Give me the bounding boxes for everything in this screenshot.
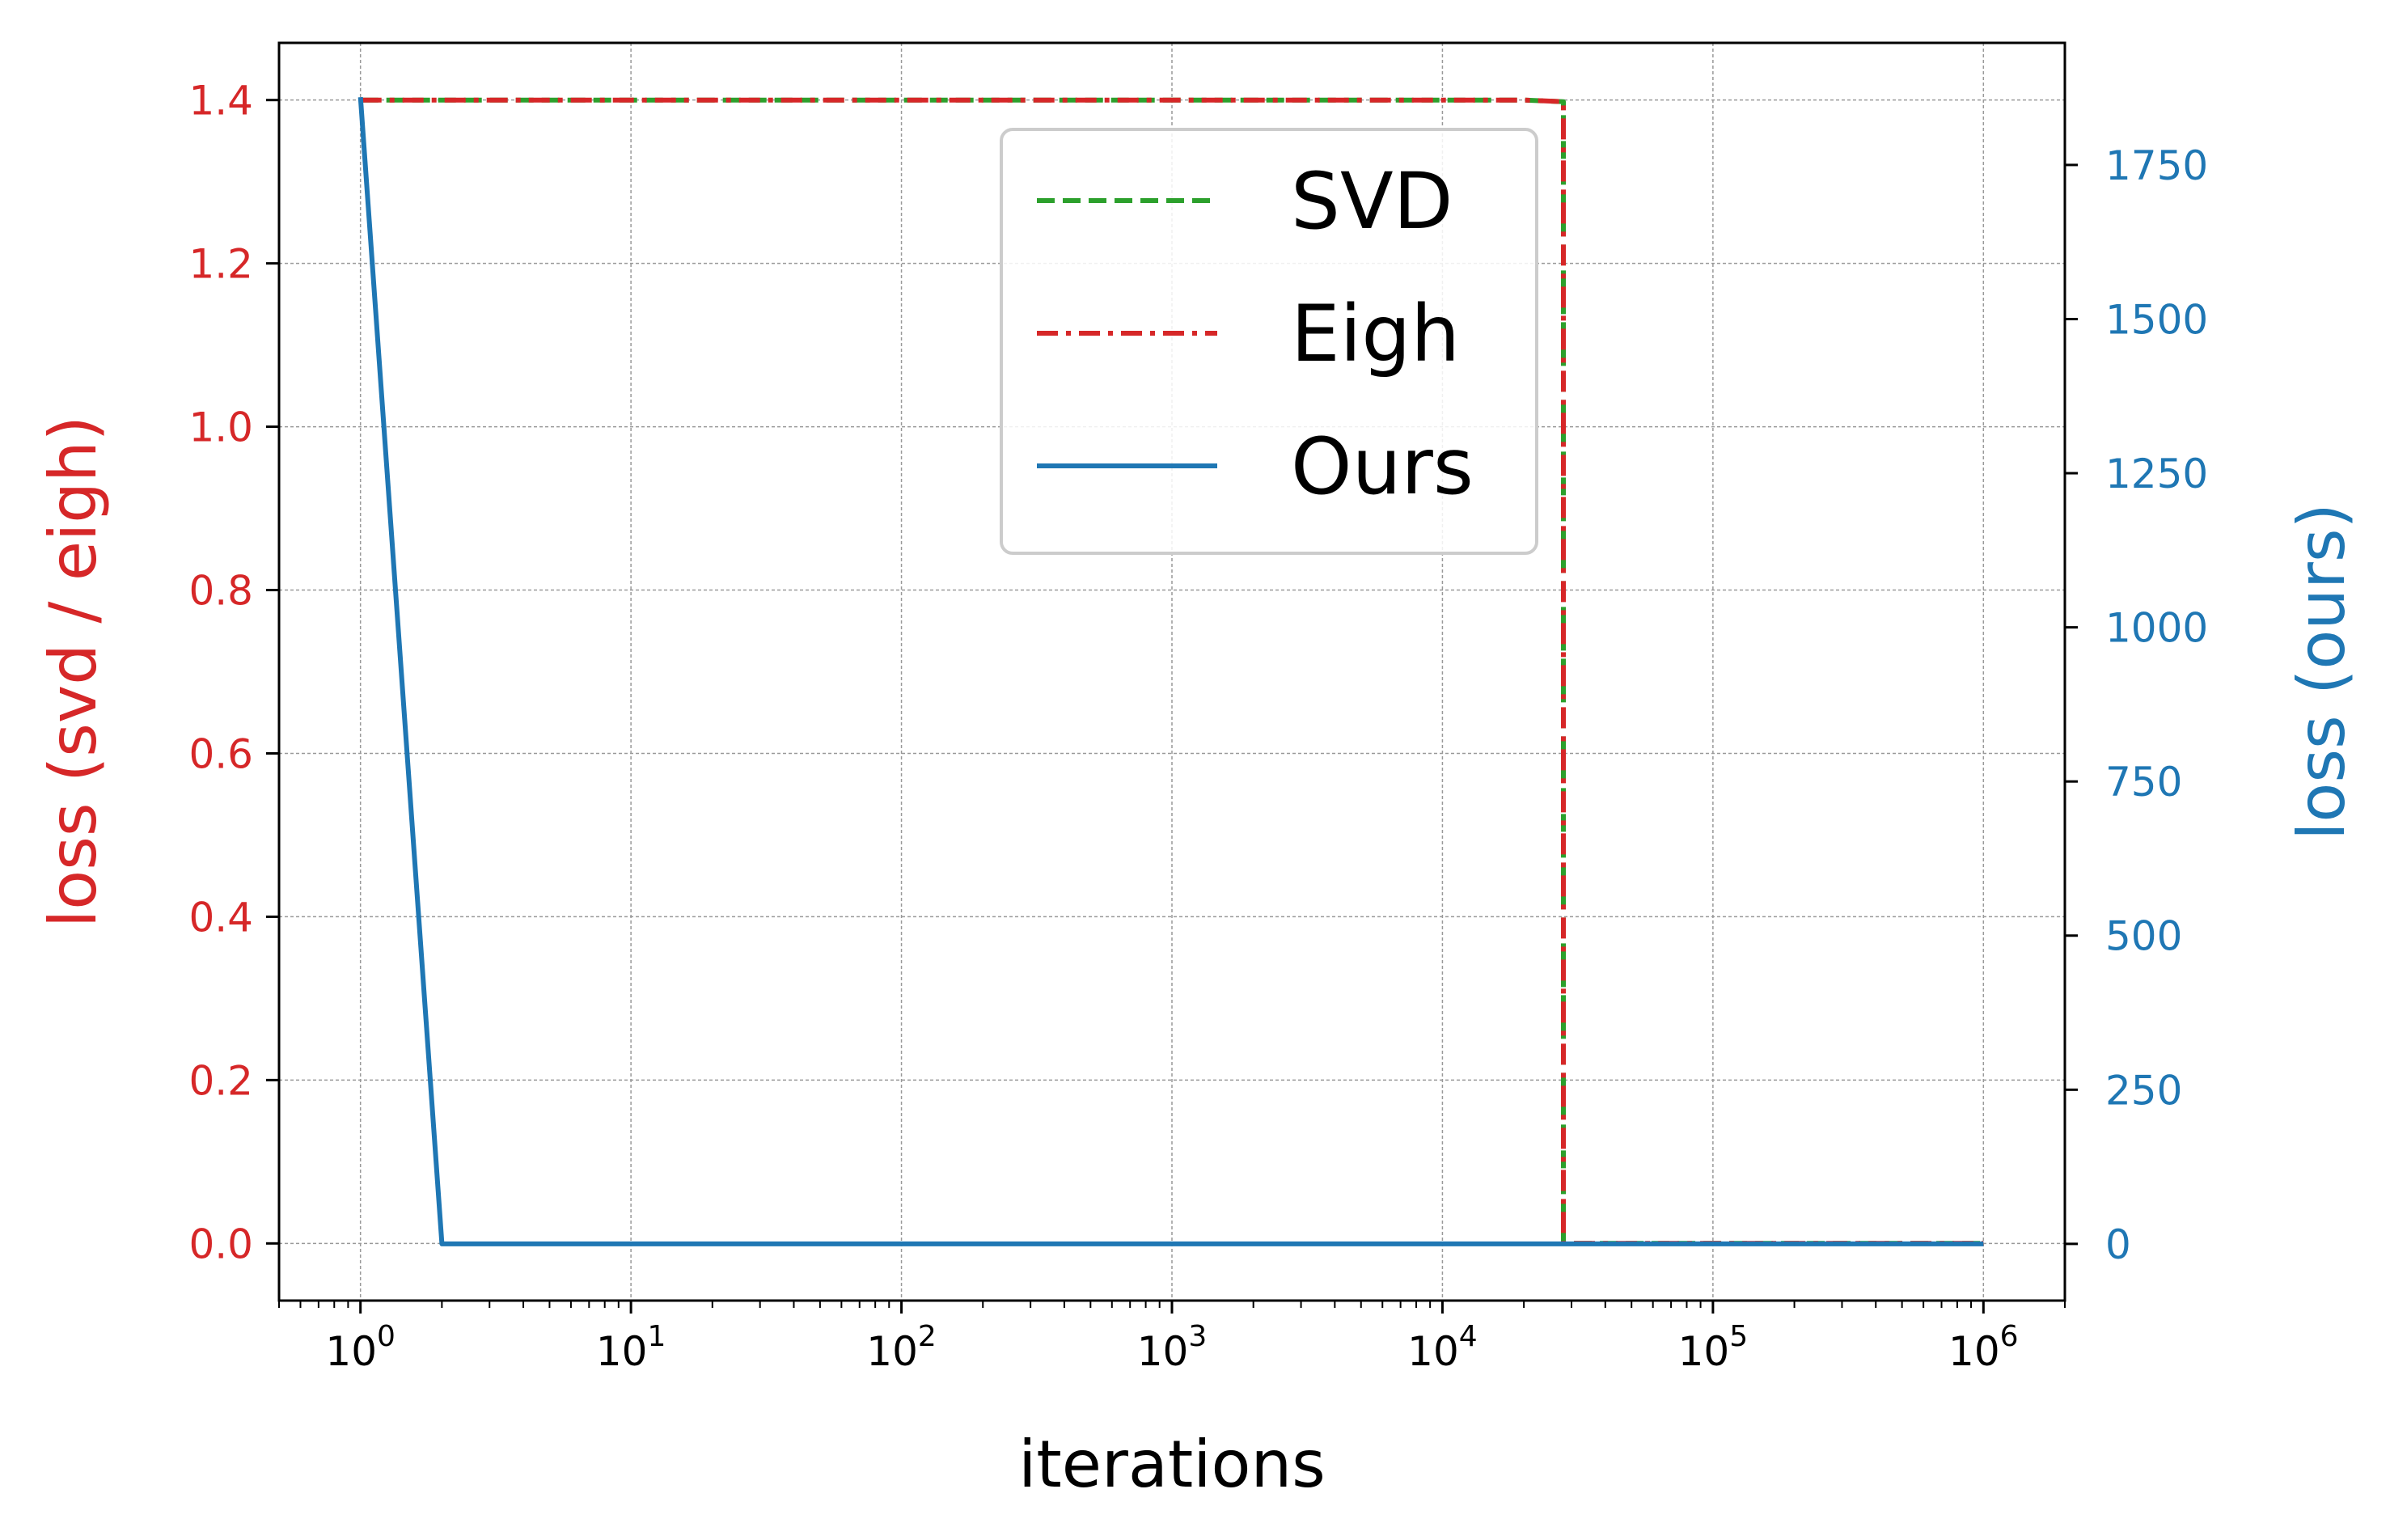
x-axis-title: iterations [1018, 1427, 1326, 1502]
y-left-tick-label: 1.0 [188, 404, 253, 451]
x-tick-label: 101 [596, 1320, 666, 1375]
y-left-tick-label: 1.2 [188, 241, 253, 288]
legend-label-ours: Ours [1291, 421, 1474, 512]
y-right-tick-label: 1500 [2105, 296, 2208, 343]
y-right-tick-label: 750 [2105, 759, 2182, 806]
series-layer [357, 96, 1984, 1246]
y-right-tick-label: 250 [2105, 1067, 2182, 1114]
x-tick-label: 104 [1407, 1320, 1478, 1375]
legend-label-svd: SVD [1291, 156, 1453, 247]
y-right-tick-label: 1000 [2105, 605, 2208, 652]
y-left-tick-label: 0.6 [188, 730, 253, 777]
y-left-tick-label: 0.8 [188, 568, 253, 615]
legend-label-eigh: Eigh [1291, 289, 1460, 379]
x-tick-label: 102 [866, 1320, 937, 1375]
y-right-tick-label: 1750 [2105, 142, 2208, 189]
y-axis-right-title: loss (ours) [2284, 503, 2359, 840]
y-right-tick-label: 0 [2105, 1221, 2131, 1268]
x-tick-label: 100 [325, 1320, 396, 1375]
y-left-tick-label: 1.4 [188, 78, 253, 125]
legend: SVD Eigh Ours [1000, 128, 1538, 555]
ticks: 100 101 102 103 104 105 106 0.0 0.2 0.4 0.6 0.8 1.0 1… [188, 78, 2208, 1375]
y-left-tick-label: 0.0 [188, 1221, 253, 1267]
y-left-tick-label: 0.2 [188, 1057, 253, 1104]
legend-box [1000, 128, 1538, 555]
x-tick-label: 103 [1137, 1320, 1208, 1375]
series-line-ours [357, 96, 1984, 1246]
x-tick-label: 106 [1948, 1320, 2019, 1375]
y-right-tick-label: 1250 [2105, 451, 2208, 497]
y-axis-left-title: loss (svd / eigh) [36, 416, 111, 928]
y-right-tick-label: 500 [2105, 913, 2182, 960]
y-left-tick-label: 0.4 [188, 894, 253, 941]
x-tick-label: 105 [1678, 1320, 1749, 1375]
